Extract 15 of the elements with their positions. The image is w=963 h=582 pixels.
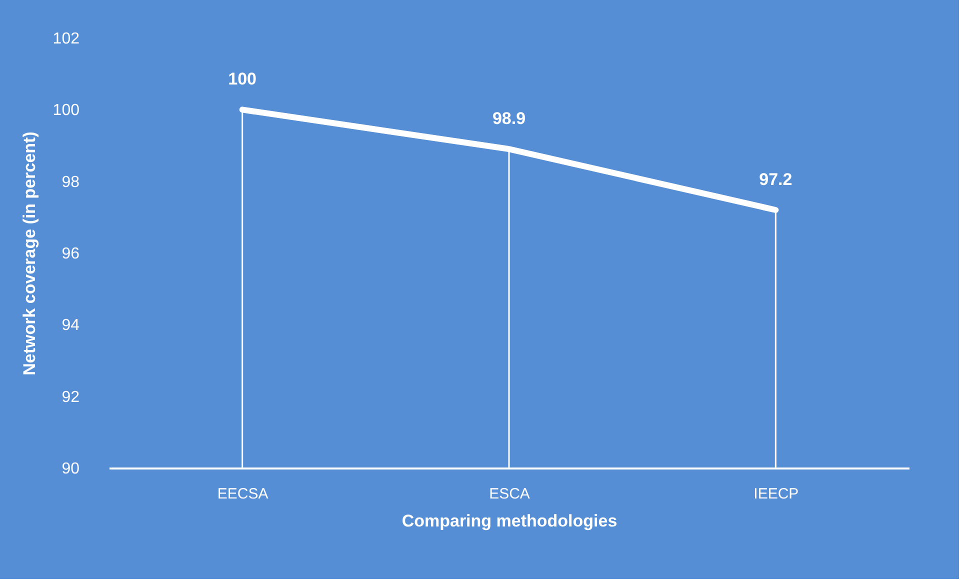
x-tick-label: EECSA	[217, 486, 268, 502]
y-axis-title: Network coverage (in percent)	[20, 132, 39, 376]
y-tick-label: 94	[62, 317, 80, 334]
data-label: 98.9	[492, 109, 526, 128]
y-tick-label: 102	[52, 30, 80, 48]
x-tick-label: IEECP	[754, 486, 799, 502]
x-axis-title: Comparing methodologies	[402, 512, 618, 530]
y-tick-label: 90	[62, 460, 80, 478]
y-tick-label: 92	[62, 388, 80, 406]
y-tick-label: 100	[52, 102, 80, 120]
y-tick-label: 96	[62, 246, 80, 262]
x-tick-label: ESCA	[489, 486, 530, 502]
data-label: 100	[228, 70, 257, 89]
data-label: 97.2	[759, 170, 792, 189]
y-tick-label: 98	[62, 174, 80, 191]
